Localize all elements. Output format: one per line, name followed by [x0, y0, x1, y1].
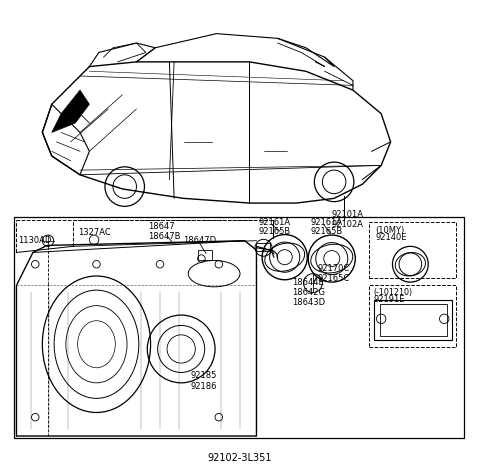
Polygon shape — [52, 90, 89, 133]
Bar — [256, 243, 270, 251]
Text: 92165B: 92165B — [311, 227, 343, 236]
Text: 92140E: 92140E — [375, 233, 407, 243]
Bar — [370, 286, 456, 346]
Bar — [380, 304, 446, 336]
Text: 92185
92186: 92185 92186 — [191, 371, 217, 391]
Bar — [14, 217, 464, 438]
Text: 1327AC: 1327AC — [78, 228, 110, 237]
Bar — [198, 250, 212, 261]
Text: 92165B: 92165B — [259, 227, 291, 236]
Text: 18647
18647B: 18647 18647B — [148, 221, 181, 241]
Text: 92101A
92102A: 92101A 92102A — [332, 210, 364, 229]
Text: 92161A: 92161A — [311, 219, 343, 228]
Bar — [370, 222, 456, 278]
Text: (10MY): (10MY) — [375, 226, 404, 235]
Text: 18647D: 18647D — [183, 236, 216, 245]
Text: (-101210): (-101210) — [373, 288, 412, 297]
Bar — [374, 300, 452, 339]
Text: 92191E: 92191E — [373, 295, 405, 304]
Text: 92161A: 92161A — [259, 219, 291, 228]
Text: 1130AD: 1130AD — [18, 236, 51, 245]
Text: 18644E
18642G
18643D: 18644E 18642G 18643D — [292, 278, 325, 307]
Text: 92102-3L351: 92102-3L351 — [208, 453, 272, 463]
Text: 92170C
92165C: 92170C 92165C — [318, 264, 350, 283]
